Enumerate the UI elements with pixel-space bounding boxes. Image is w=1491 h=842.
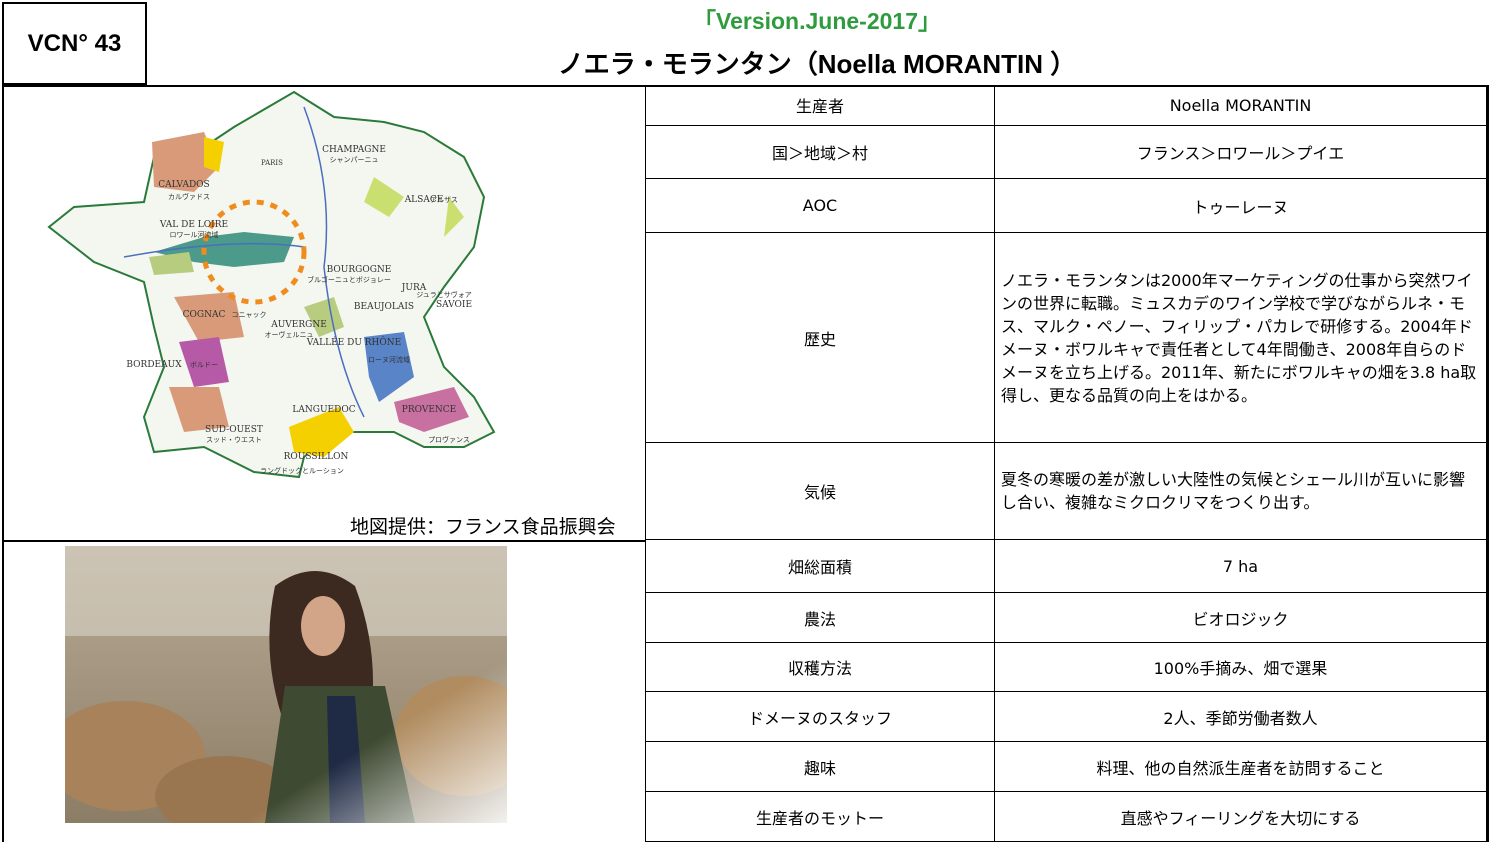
row-value: 夏冬の寒暖の差が激しい大陸性の気候とシェール川が互いに影響し合い、複雑なミクロク… (995, 443, 1487, 540)
map-label: BOURGOGNE (327, 265, 392, 275)
map-label: CALVADOS (158, 180, 209, 190)
map-label: VALLÉE DU RHÔNE (306, 336, 401, 348)
row-label: 生産者のモットー (645, 792, 995, 842)
row-label: 歴史 (645, 233, 995, 443)
map-label: VAL DE LOIRE (159, 220, 228, 230)
row-value: 直感やフィーリングを大切にする (995, 792, 1487, 842)
row-value: 7 ha (995, 540, 1487, 593)
map-label: AUVERGNE (270, 320, 327, 330)
map-label: LANGUEDOC (292, 405, 355, 415)
map-label: BORDEAUX (126, 360, 182, 370)
map-label: PARIS (261, 159, 283, 167)
map-label: JURA (401, 283, 427, 293)
version: 「Version.June-2017」 (693, 8, 941, 34)
map-label: カルヴァドス (168, 192, 210, 201)
row-label: 国＞地域＞村 (645, 126, 995, 179)
map-label: アルザス (430, 196, 458, 204)
map-caption: 地図提供：フランス食品振興会 (350, 516, 616, 538)
row-label: 農法 (645, 593, 995, 643)
map-label: SUD-OUEST (205, 425, 263, 435)
row-label: AOC (645, 179, 995, 233)
map-label: ボルドー (190, 361, 218, 369)
row-label: 収穫方法 (645, 643, 995, 692)
frame (2, 85, 1489, 842)
row-label: ドメーヌのスタッフ (645, 692, 995, 742)
map-label: プロヴァンス (428, 435, 470, 444)
row-value: 100%手摘み、畑で選果 (995, 643, 1487, 692)
map-label: PROVENCE (402, 405, 456, 415)
divider (2, 540, 645, 542)
map-label: シャンパーニュ (330, 156, 379, 164)
row-value: ノエラ・モランタンは2000年マーケティングの仕事から突然ワインの世界に転職。ミ… (995, 233, 1487, 443)
map-label: ブルゴーニュとボジョレー (307, 275, 391, 284)
row-value: 料理、他の自然派生産者を訪問すること (995, 742, 1487, 792)
map-label: コニャック (232, 311, 267, 319)
map-label: ALSACE (404, 195, 444, 205)
row-label: 畑総面積 (645, 540, 995, 593)
row-label: 趣味 (645, 742, 995, 792)
row-value: トゥーレーヌ (995, 179, 1487, 233)
row-value: ビオロジック (995, 593, 1487, 643)
row-value: Noella MORANTIN (995, 85, 1487, 126)
row-value: フランス＞ロワール＞プイエ (995, 126, 1487, 179)
map-label: SAVOIE (436, 300, 472, 310)
map-label: ROUSSILLON (284, 452, 349, 462)
title: ノエラ・モランタン（Noella MORANTIN ） (557, 49, 1077, 79)
row-value: 2人、季節労働者数人 (995, 692, 1487, 742)
row-label: 気候 (645, 443, 995, 540)
map-label: オーヴェルニュ (265, 330, 314, 339)
map-label: ジュラとサヴォア (416, 290, 472, 299)
map-label: COGNAC (183, 310, 226, 320)
map-label: スッド・ウエスト (206, 436, 262, 444)
code: VCN° 43 (2, 2, 147, 85)
map-label: BEAUJOLAIS (354, 302, 414, 312)
map-label: CHAMPAGNE (322, 145, 386, 155)
photo (65, 546, 507, 823)
row-label: 生産者 (645, 85, 995, 126)
map-label: ローヌ河流域 (368, 355, 410, 364)
map-label: ロワール河流域 (170, 230, 219, 239)
map-label: ラングドックとルーション (260, 466, 344, 475)
